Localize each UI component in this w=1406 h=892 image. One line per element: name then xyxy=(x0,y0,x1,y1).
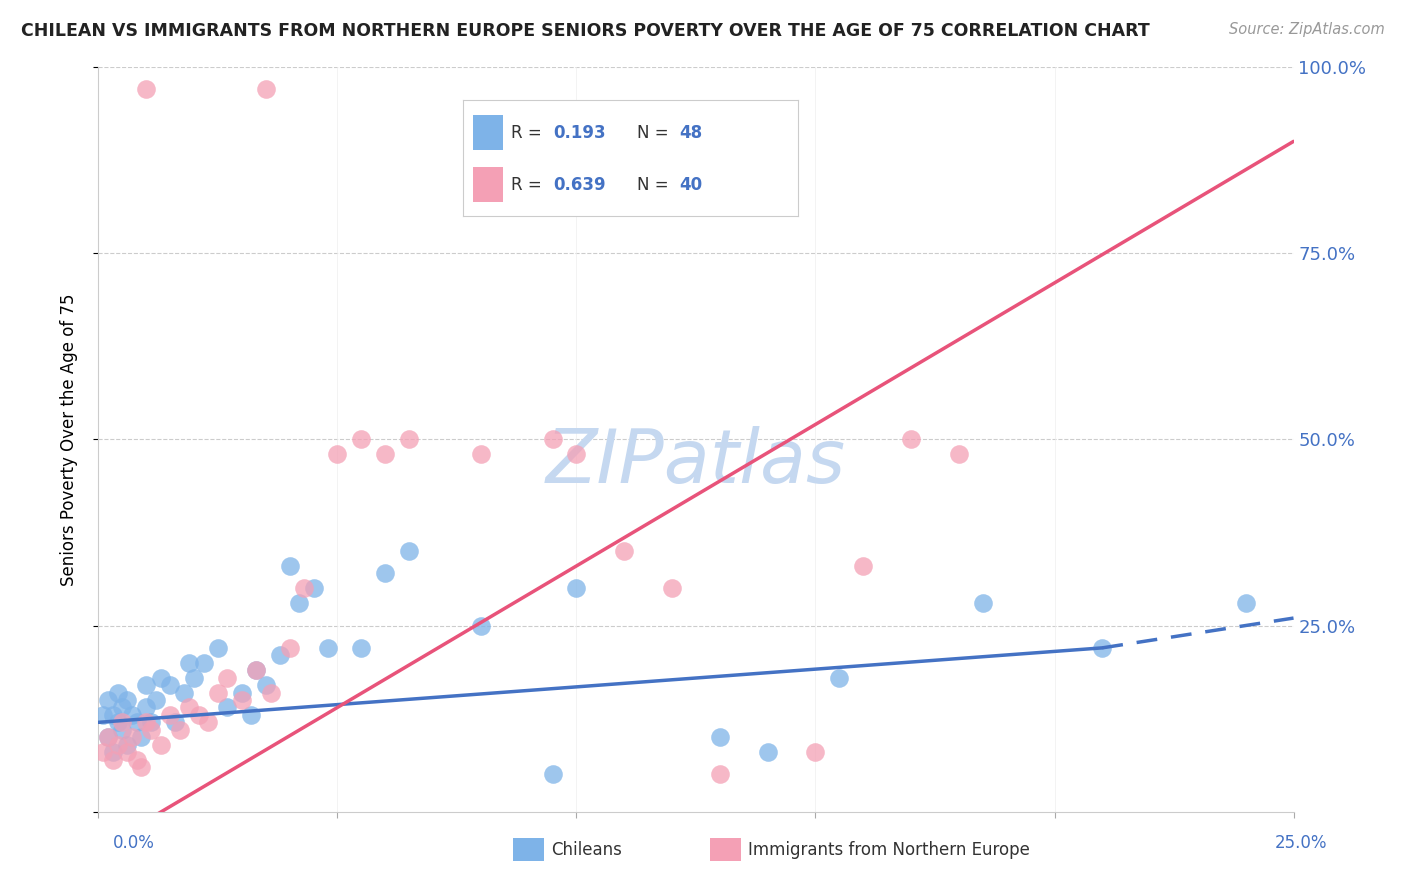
Point xyxy=(288,596,311,610)
Point xyxy=(374,566,396,581)
Point xyxy=(804,745,827,759)
Point xyxy=(217,700,239,714)
Point xyxy=(135,678,157,692)
Point xyxy=(852,558,875,573)
Point xyxy=(187,707,209,722)
Point xyxy=(111,723,134,737)
Point xyxy=(207,640,229,655)
Point xyxy=(91,707,114,722)
Point xyxy=(101,753,124,767)
Point xyxy=(302,582,325,596)
Point xyxy=(245,663,267,677)
Point xyxy=(149,671,172,685)
Point xyxy=(470,447,492,461)
Point xyxy=(159,707,181,722)
Point xyxy=(135,82,157,96)
Point xyxy=(145,693,167,707)
Point xyxy=(101,707,124,722)
Point xyxy=(398,433,420,447)
Point xyxy=(163,715,186,730)
Point xyxy=(197,715,219,730)
Point xyxy=(541,767,564,781)
Text: 25.0%: 25.0% xyxy=(1274,834,1327,852)
Point xyxy=(613,544,636,558)
Text: ZIPatlas: ZIPatlas xyxy=(546,425,846,498)
Point xyxy=(97,730,120,744)
Point xyxy=(709,730,731,744)
Point xyxy=(107,715,129,730)
Point xyxy=(292,582,315,596)
Point xyxy=(91,745,114,759)
Point xyxy=(828,671,851,685)
Point xyxy=(245,663,267,677)
Point xyxy=(179,656,201,670)
Point xyxy=(231,685,253,699)
Point xyxy=(565,447,588,461)
Point xyxy=(254,82,277,96)
Point xyxy=(217,671,239,685)
Point xyxy=(278,558,301,573)
Point xyxy=(1091,640,1114,655)
Point xyxy=(193,656,215,670)
Point xyxy=(179,700,201,714)
Point xyxy=(316,640,339,655)
Text: CHILEAN VS IMMIGRANTS FROM NORTHERN EUROPE SENIORS POVERTY OVER THE AGE OF 75 CO: CHILEAN VS IMMIGRANTS FROM NORTHERN EURO… xyxy=(21,22,1150,40)
Point xyxy=(111,715,134,730)
Point xyxy=(756,745,779,759)
Point xyxy=(107,738,129,752)
Point xyxy=(240,707,263,722)
Point xyxy=(115,738,138,752)
Point xyxy=(97,730,120,744)
Point xyxy=(326,447,349,461)
Point xyxy=(135,715,157,730)
Point xyxy=(259,685,281,699)
Point xyxy=(1234,596,1257,610)
Point xyxy=(121,707,143,722)
Y-axis label: Seniors Poverty Over the Age of 75: Seniors Poverty Over the Age of 75 xyxy=(59,293,77,585)
Point xyxy=(149,738,172,752)
Point xyxy=(125,753,148,767)
Point xyxy=(350,433,373,447)
Text: Immigrants from Northern Europe: Immigrants from Northern Europe xyxy=(748,841,1029,859)
Point xyxy=(470,618,492,632)
Point xyxy=(131,730,153,744)
Point xyxy=(269,648,291,663)
Point xyxy=(115,745,138,759)
Point xyxy=(111,700,134,714)
Point xyxy=(398,544,420,558)
Point xyxy=(121,730,143,744)
Point xyxy=(374,447,396,461)
Point xyxy=(115,693,138,707)
Point xyxy=(173,685,195,699)
Point xyxy=(254,678,277,692)
Point xyxy=(135,700,157,714)
Point xyxy=(159,678,181,692)
Point xyxy=(207,685,229,699)
Point xyxy=(101,745,124,759)
Point xyxy=(169,723,191,737)
Point xyxy=(900,433,922,447)
Text: Source: ZipAtlas.com: Source: ZipAtlas.com xyxy=(1229,22,1385,37)
Point xyxy=(350,640,373,655)
Point xyxy=(541,433,564,447)
Point xyxy=(661,582,683,596)
Point xyxy=(231,693,253,707)
Point xyxy=(183,671,205,685)
Text: 0.0%: 0.0% xyxy=(112,834,155,852)
Point xyxy=(139,715,162,730)
Point xyxy=(565,582,588,596)
Point xyxy=(709,767,731,781)
Point xyxy=(972,596,994,610)
Point xyxy=(97,693,120,707)
Text: Chileans: Chileans xyxy=(551,841,621,859)
Point xyxy=(125,715,148,730)
Point xyxy=(278,640,301,655)
Point xyxy=(139,723,162,737)
Point xyxy=(948,447,970,461)
Point xyxy=(131,760,153,774)
Point xyxy=(107,685,129,699)
